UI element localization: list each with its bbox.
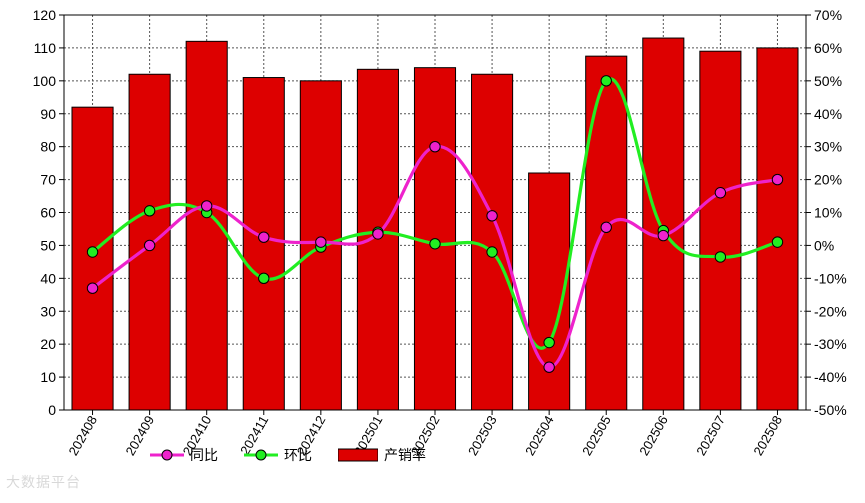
y-right-tick-label: 50% <box>814 73 842 89</box>
y-left-tick-label: 50 <box>40 237 56 253</box>
legend-swatch-rate <box>338 448 378 462</box>
legend-swatch-yoy <box>150 449 184 461</box>
data-point <box>543 361 555 373</box>
legend-label-rate: 产销率 <box>384 447 426 463</box>
y-right-tick-label: -10% <box>814 270 847 286</box>
watermark-text: 大数据平台 <box>6 475 81 491</box>
bar <box>642 37 685 411</box>
y-right-tick-label: 0% <box>814 237 834 253</box>
x-tick-label: 202506 <box>636 413 671 458</box>
y-right-tick-label: -50% <box>814 402 847 418</box>
legend: 同比 环比 产销率 <box>150 444 426 466</box>
bar <box>585 55 628 411</box>
data-point <box>543 336 555 349</box>
data-point <box>714 251 727 263</box>
legend-item-rate: 产销率 <box>338 445 426 465</box>
y-right-tick-label: 10% <box>814 205 842 221</box>
legend-label-yoy: 同比 <box>190 447 218 463</box>
data-point <box>143 205 156 217</box>
x-tick-label: 202505 <box>579 413 614 458</box>
data-point <box>714 187 727 199</box>
y-right-tick-label: 20% <box>814 172 842 188</box>
y-right-tick-label: -40% <box>814 369 847 385</box>
bar <box>242 77 285 411</box>
y-left-tick-label: 40 <box>40 270 56 286</box>
y-left-tick-label: 80 <box>40 139 56 155</box>
y-left-tick-label: 70 <box>40 172 56 188</box>
y-left-tick-label: 10 <box>40 369 56 385</box>
legend-label-mom: 环比 <box>284 447 312 463</box>
x-tick-label: 202503 <box>465 413 500 458</box>
x-tick-label: 202508 <box>750 413 785 458</box>
y-left-tick-label: 120 <box>33 7 57 23</box>
y-left-tick-label: 60 <box>40 205 56 221</box>
x-tick-label: 202408 <box>65 413 100 458</box>
data-point <box>657 229 670 242</box>
data-point <box>429 238 441 250</box>
data-point <box>372 228 384 240</box>
bar-series <box>71 37 799 411</box>
legend-item-yoy: 同比 <box>150 445 218 465</box>
bar <box>699 50 742 411</box>
y-right-tick-label: 30% <box>814 139 842 155</box>
y-right-tick-label: 70% <box>814 7 842 23</box>
bar <box>756 47 799 411</box>
y-right-tick-label: 40% <box>814 106 842 122</box>
y-right-tick-label: -30% <box>814 336 847 352</box>
data-point <box>771 236 784 248</box>
data-point <box>771 173 784 186</box>
data-point <box>258 272 270 285</box>
watermark-logo: 大数据平台 <box>6 472 81 492</box>
data-point <box>429 140 441 153</box>
data-point <box>200 200 213 212</box>
data-point <box>486 246 498 258</box>
data-point <box>143 239 156 252</box>
data-point <box>600 75 612 87</box>
bar <box>356 68 399 411</box>
y-left-tick-label: 30 <box>40 303 56 319</box>
line-series <box>86 75 784 373</box>
y-left-tick-label: 110 <box>34 40 57 56</box>
y-left-tick-label: 100 <box>33 73 57 89</box>
series-line <box>91 145 778 369</box>
x-tick-label: 202507 <box>693 413 728 458</box>
data-point <box>258 231 270 243</box>
data-point <box>86 282 99 294</box>
bar <box>71 106 114 411</box>
legend-item-mom: 环比 <box>244 445 312 465</box>
y-right-tick-label: -20% <box>814 303 847 319</box>
y-left-tick-label: 0 <box>48 402 56 418</box>
legend-swatch-mom <box>244 449 278 461</box>
y-left-tick-label: 20 <box>40 336 56 352</box>
data-point <box>315 236 327 248</box>
data-point <box>486 210 498 222</box>
bar <box>471 73 514 411</box>
data-point <box>600 221 612 234</box>
data-point <box>86 246 99 258</box>
y-right-tick-label: 60% <box>814 40 842 56</box>
x-tick-label: 202504 <box>522 413 557 458</box>
y-left-tick-label: 90 <box>40 106 56 122</box>
